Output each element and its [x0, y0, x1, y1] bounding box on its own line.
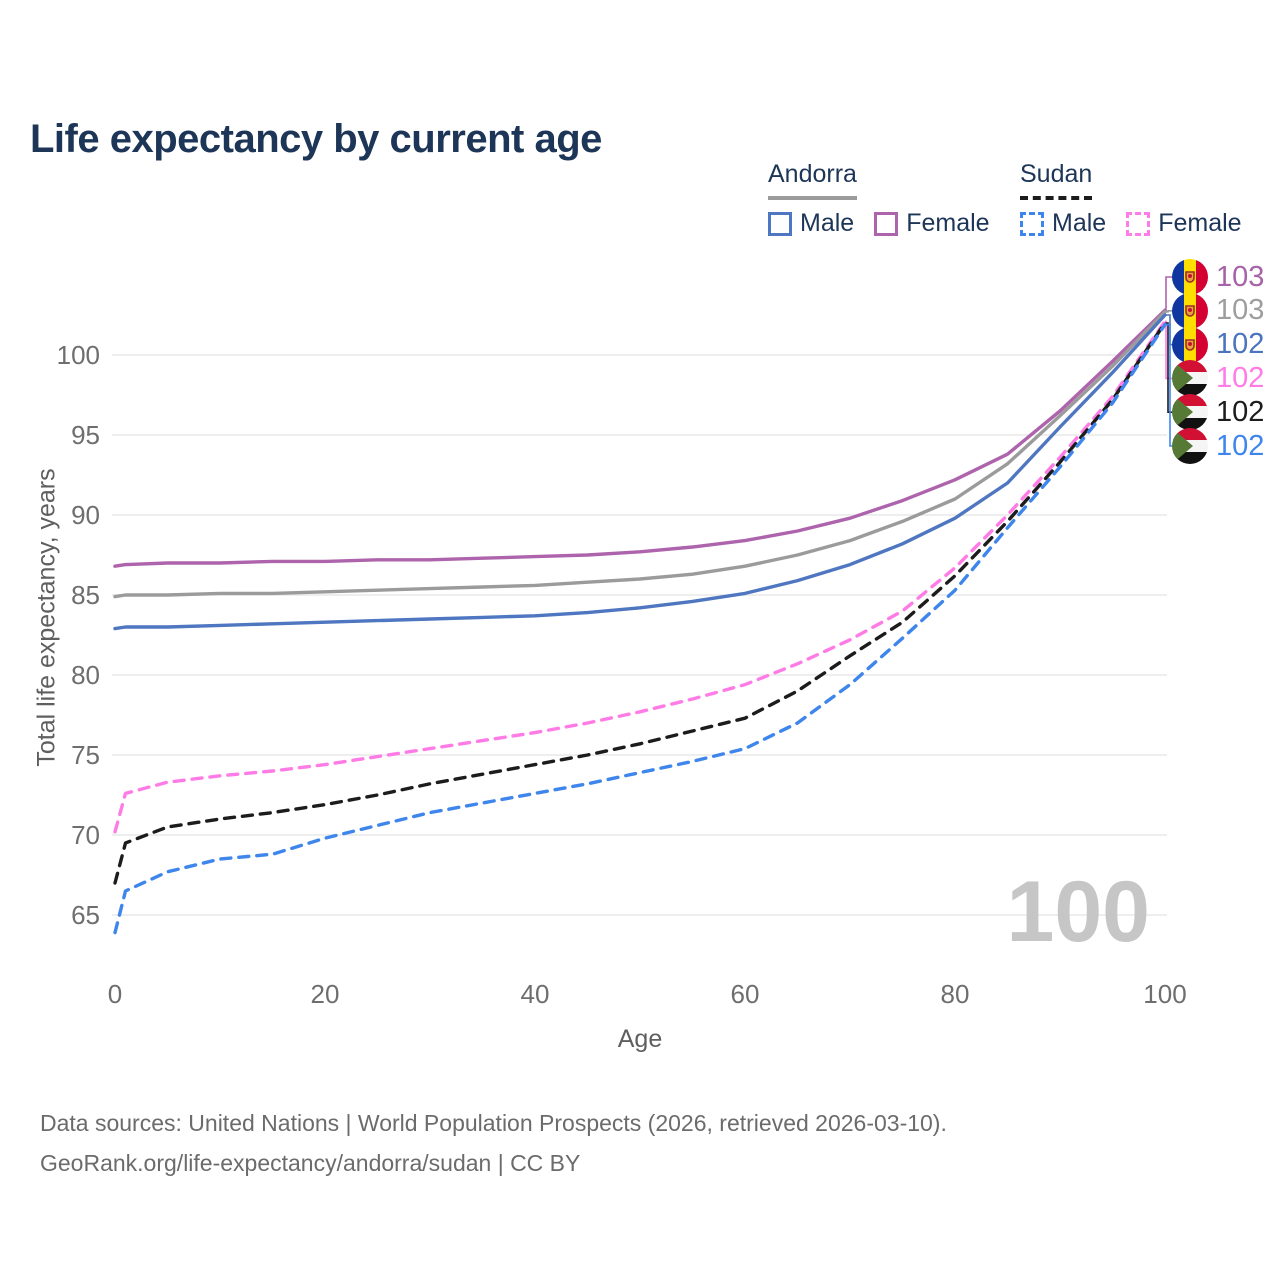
age-counter-watermark: 100 [1006, 864, 1151, 960]
end-label-row[interactable]: 102 [1172, 394, 1265, 431]
y-tick-label: 90 [71, 500, 100, 530]
andorra-flag-icon [1172, 326, 1208, 363]
series-line-andorra-female[interactable] [113, 308, 1167, 568]
series-line-andorra-both-sexes[interactable] [113, 310, 1167, 599]
label-leader-line [1165, 322, 1174, 413]
legend-item-andorra-female[interactable]: Female [874, 209, 990, 238]
x-tick-label: 20 [311, 979, 340, 1009]
series-line-sudan-female[interactable] [113, 319, 1167, 834]
x-tick-label: 60 [731, 979, 760, 1009]
x-tick-label: 0 [108, 979, 122, 1009]
series-line-sudan-male[interactable] [113, 322, 1167, 935]
end-label-row[interactable]: 102 [1172, 428, 1264, 464]
series-line-andorra-male[interactable] [113, 313, 1167, 631]
sudan-female-swatch-icon [1126, 211, 1151, 236]
x-tick-label: 80 [941, 979, 970, 1009]
end-label-value: 103 [1216, 260, 1265, 293]
legend-item-sudan-female[interactable]: Female [1126, 209, 1242, 238]
y-tick-label: 100 [57, 340, 100, 370]
sudan-flag-icon [1172, 428, 1208, 464]
legend-group-sudan: Sudan Male Female [1020, 160, 1242, 238]
y-tick-label: 95 [71, 420, 100, 450]
sudan-male-swatch-icon [1020, 211, 1044, 236]
y-tick-label: 70 [71, 820, 100, 850]
y-tick-label: 85 [71, 580, 100, 610]
legend-label: Male [800, 209, 855, 237]
sudan-flag-icon [1172, 394, 1208, 431]
x-tick-label: 40 [521, 979, 550, 1009]
legend-country-andorra[interactable]: Andorra [768, 160, 857, 200]
legend-country-sudan[interactable]: Sudan [1020, 160, 1093, 200]
andorra-flag-icon [1172, 259, 1208, 295]
end-label-value: 102 [1216, 429, 1265, 462]
legend-group-andorra: Andorra Male Female [768, 160, 990, 238]
legend-label: Female [1158, 209, 1242, 237]
x-tick-label: 100 [1143, 979, 1186, 1009]
end-label-value: 102 [1216, 328, 1265, 361]
legend-item-sudan-male[interactable]: Male [1020, 209, 1106, 238]
footer-data-sources: Data sources: United Nations | World Pop… [40, 1110, 947, 1136]
sudan-flag-icon [1172, 360, 1208, 397]
end-label-row[interactable]: 103 [1172, 259, 1264, 295]
end-label-row[interactable]: 103 [1172, 292, 1265, 329]
y-tick-label: 65 [71, 900, 100, 930]
footer-attribution-link[interactable]: GeoRank.org/life-expectancy/andorra/suda… [40, 1150, 581, 1176]
andorra-flag-icon [1172, 292, 1208, 329]
legend-label: Male [1052, 209, 1107, 237]
y-axis-title: Total life expectancy, years [32, 468, 61, 767]
andorra-male-swatch-icon [768, 211, 792, 236]
y-tick-label: 75 [71, 740, 100, 770]
legend-label: Female [906, 209, 990, 237]
series-line-sudan-both-sexes[interactable] [113, 321, 1167, 885]
end-label-value: 103 [1216, 294, 1265, 327]
end-label-value: 102 [1216, 361, 1265, 394]
x-axis-title: Age [617, 1025, 663, 1053]
end-label-value: 102 [1216, 395, 1265, 428]
end-label-row[interactable]: 102 [1172, 360, 1265, 397]
end-label-row[interactable]: 102 [1172, 326, 1265, 363]
y-tick-label: 80 [71, 660, 100, 690]
legend-item-andorra-male[interactable]: Male [768, 209, 854, 238]
andorra-female-swatch-icon [874, 211, 899, 236]
chart-title: Life expectancy by current age [30, 116, 602, 161]
